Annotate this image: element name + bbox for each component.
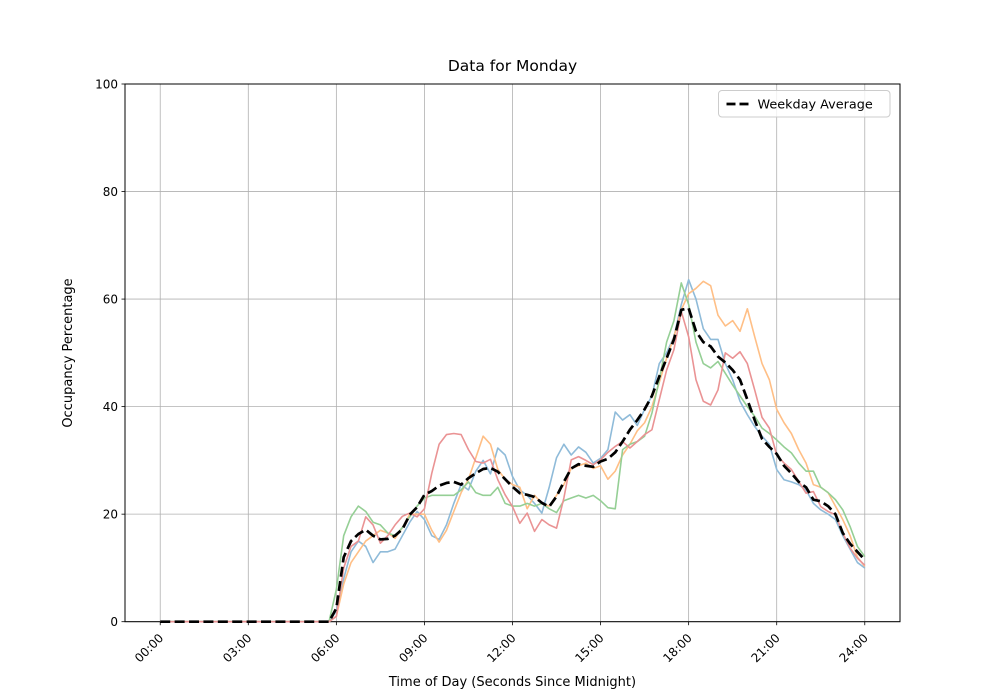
y-tick-label: 20 <box>103 507 118 521</box>
axis-ticks <box>121 83 866 626</box>
x-tick-label: 00:00 <box>132 631 166 665</box>
x-axis-label: Time of Day (Seconds Since Midnight) <box>388 675 636 690</box>
x-tick-label: 24:00 <box>837 631 871 665</box>
y-tick-labels: 0 20 40 60 80 100 <box>95 77 118 629</box>
series-lines <box>160 278 866 624</box>
y-tick-label: 100 <box>95 77 118 91</box>
x-tick-label: 03:00 <box>220 631 254 665</box>
x-tick-label: 15:00 <box>572 631 606 665</box>
legend-box <box>718 90 891 118</box>
y-tick-label: 40 <box>103 400 118 414</box>
line-weekday-average <box>160 306 866 624</box>
x-tick-label: 12:00 <box>484 631 518 665</box>
x-tick-label: 09:00 <box>396 631 430 665</box>
y-tick-label: 60 <box>103 292 118 306</box>
x-tick-labels: 00:00 03:00 06:00 09:00 12:00 15:00 18:00 21:00… <box>132 631 871 665</box>
y-tick-label: 80 <box>103 185 118 199</box>
x-tick-label: 06:00 <box>308 631 342 665</box>
legend-label: Weekday Average <box>758 98 873 113</box>
gridlines <box>125 83 900 623</box>
x-tick-label: 21:00 <box>748 631 782 665</box>
legend: Weekday Average <box>718 90 891 118</box>
y-axis-label: Occupancy Percentage <box>61 278 76 427</box>
y-tick-label: 0 <box>110 615 118 629</box>
chart-title: Data for Monday <box>448 57 577 75</box>
x-tick-label: 18:00 <box>660 631 694 665</box>
